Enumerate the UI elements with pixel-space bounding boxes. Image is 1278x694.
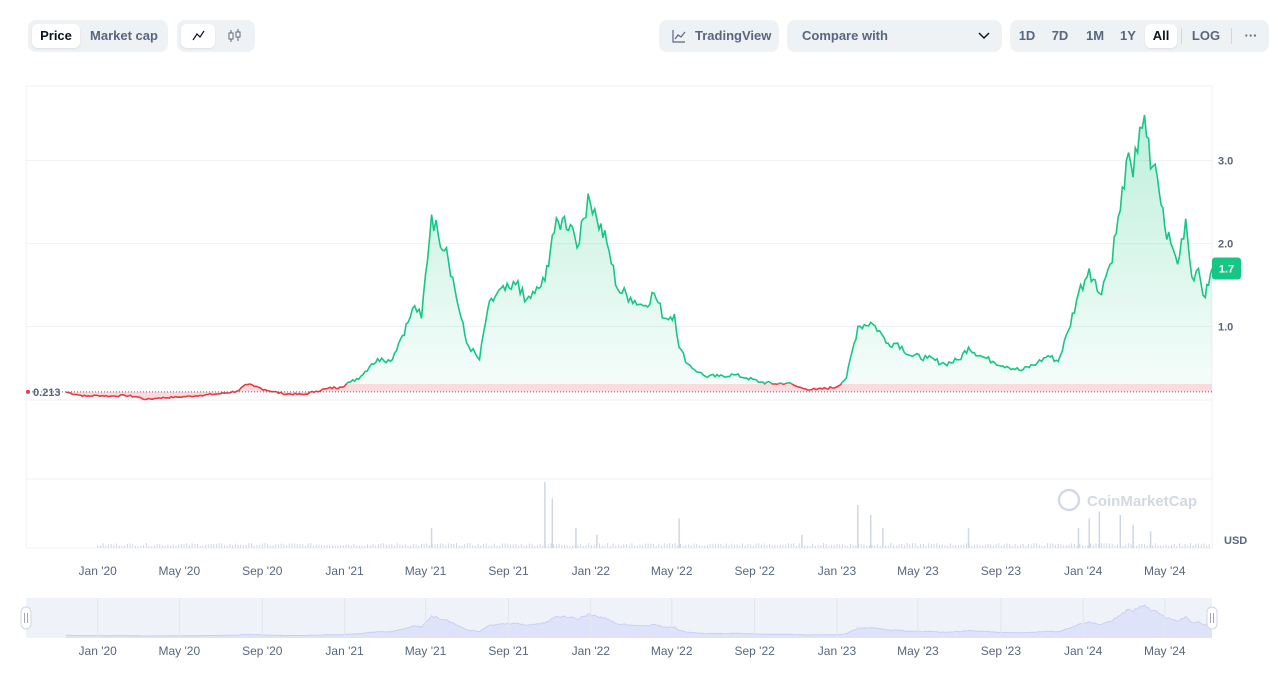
tab-market-cap[interactable]: Market cap: [90, 28, 158, 43]
watermark-text: CoinMarketCap: [1087, 493, 1197, 510]
x-tick-label: May '23: [897, 564, 939, 578]
x-tick-label: Sep '20: [242, 564, 283, 578]
range-divider-2: [1231, 28, 1232, 44]
range-7d-button[interactable]: 7D: [1051, 28, 1069, 43]
navigator-x-tick-label: Sep '21: [488, 644, 529, 658]
up-region: [244, 114, 1213, 384]
navigator-x-tick-label: May '21: [405, 644, 447, 658]
current-value-label: 1.7: [1219, 263, 1234, 275]
navigator-x-tick-label: Jan '21: [325, 644, 364, 658]
range-all-button[interactable]: All: [1145, 24, 1177, 48]
compare-with-label: Compare with: [802, 28, 888, 43]
handle-body: [20, 606, 32, 630]
x-tick-label: Sep '22: [735, 564, 776, 578]
y-tick-label: 3.0: [1218, 156, 1233, 168]
x-tick-label: Sep '21: [488, 564, 529, 578]
tradingview-button[interactable]: TradingView: [659, 20, 779, 52]
candlestick-button[interactable]: [217, 24, 251, 48]
x-tick-label: Jan '24: [1064, 564, 1103, 578]
navigator-x-tick-label: Jan '23: [818, 644, 857, 658]
x-tick-label: Jan '23: [818, 564, 857, 578]
log-scale-button[interactable]: LOG: [1191, 28, 1221, 43]
x-tick-label: May '20: [158, 564, 200, 578]
range-navigator: [20, 598, 1218, 638]
currency-label: USD: [1224, 535, 1247, 547]
coinmarketcap-logo-icon: [1057, 488, 1081, 512]
range-1m-button[interactable]: 1M: [1085, 28, 1105, 43]
current-value-badge: [1212, 257, 1241, 280]
x-tick-label: May '24: [1144, 564, 1186, 578]
navigator-x-tick-label: May '22: [651, 644, 693, 658]
tab-price[interactable]: Price: [32, 24, 80, 48]
y-tick-label: 2.0: [1218, 239, 1233, 251]
x-tick-label: Jan '20: [79, 564, 118, 578]
navigator-x-tick-label: Sep '22: [735, 644, 776, 658]
candlestick-icon: [228, 29, 241, 42]
chart-type-toggle: [177, 20, 255, 52]
y-tick-label: 1.0: [1218, 322, 1233, 334]
baseline-marker: [26, 389, 30, 394]
x-tick-label: May '21: [405, 564, 447, 578]
line-chart-icon: [192, 30, 205, 41]
range-1y-button[interactable]: 1Y: [1120, 28, 1136, 43]
price-area-up: [249, 115, 1212, 384]
coinmarketcap-watermark: CoinMarketCap: [1057, 488, 1197, 512]
price-line-up: [244, 114, 1213, 384]
x-tick-label: Jan '21: [325, 564, 364, 578]
navigator-right-handle[interactable]: [1206, 606, 1218, 630]
x-tick-label: Sep '23: [981, 564, 1022, 578]
price-marketcap-toggle: Price Market cap: [28, 20, 168, 52]
navigator-area: [66, 605, 1212, 638]
plot-frame: [25, 85, 1213, 549]
line-chart-button[interactable]: [181, 24, 215, 48]
range-divider: [1181, 28, 1182, 44]
navigator-x-tick-label: Jan '22: [572, 644, 611, 658]
range-selector: 1D 7D 1M 1Y All LOG ···: [1010, 20, 1269, 52]
navigator-x-tick-label: Jan '20: [79, 644, 118, 658]
navigator-x-tick-label: May '24: [1144, 644, 1186, 658]
tradingview-label: TradingView: [695, 28, 772, 43]
baseline-label: 0.213: [33, 387, 61, 399]
down-region: [65, 384, 1212, 401]
more-options-button[interactable]: ···: [1244, 28, 1258, 43]
price-area-down: [66, 384, 1212, 400]
price-line-down: [65, 384, 842, 401]
range-1d-button[interactable]: 1D: [1018, 28, 1036, 43]
chart-icon: [672, 30, 686, 43]
navigator-x-tick-label: Sep '20: [242, 644, 283, 658]
navigator-x-tick-label: Sep '23: [981, 644, 1022, 658]
navigator-background: [26, 598, 1212, 638]
navigator-x-tick-label: Jan '24: [1064, 644, 1103, 658]
x-tick-label: May '22: [651, 564, 693, 578]
handle-body: [1206, 606, 1218, 630]
navigator-x-tick-label: May '23: [897, 644, 939, 658]
compare-with-dropdown[interactable]: Compare with: [787, 20, 1002, 52]
navigator-x-tick-label: May '20: [158, 644, 200, 658]
x-tick-label: Jan '22: [572, 564, 611, 578]
navigator-line: [65, 604, 1213, 637]
navigator-left-handle[interactable]: [20, 606, 32, 630]
chevron-down-icon: [978, 32, 990, 40]
